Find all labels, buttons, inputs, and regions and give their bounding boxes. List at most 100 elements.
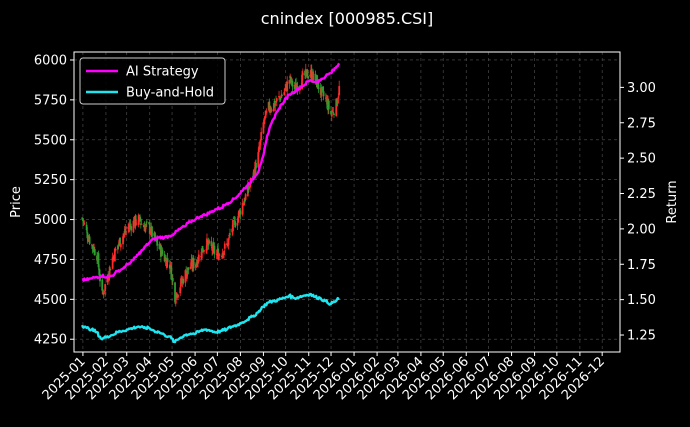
candle-body [179, 287, 182, 294]
candle-body [218, 254, 221, 256]
candle-body [86, 232, 89, 239]
candle-body [291, 80, 294, 87]
candle-body [258, 145, 261, 149]
candle-body [233, 219, 236, 221]
candle-body [108, 277, 110, 281]
candle-body [144, 225, 147, 232]
candle-body [208, 240, 211, 244]
candle-body [236, 222, 239, 226]
candle-body [197, 254, 200, 262]
y-left-tick-label: 4250 [34, 333, 67, 348]
candle-body [171, 277, 174, 282]
candle-body [274, 103, 277, 106]
candle-body [104, 284, 107, 292]
candle-body [262, 122, 265, 134]
candle-body [93, 249, 96, 256]
candle-body [243, 199, 246, 202]
candle-body [275, 100, 277, 103]
candle-body [278, 97, 281, 99]
candle-body [238, 210, 240, 218]
candle-body [284, 88, 286, 91]
candle-body [325, 98, 328, 101]
candle-body [154, 232, 156, 240]
candle-body [174, 300, 177, 304]
candle-body [288, 80, 291, 84]
y-left-tick-label: 5750 [34, 93, 67, 108]
candle-body [275, 98, 278, 102]
candle-body [163, 254, 166, 262]
candle-body [322, 91, 325, 97]
candle-body [244, 194, 247, 200]
candle-body [85, 224, 88, 231]
legend-label-ai-strategy: AI Strategy [126, 65, 199, 80]
candle-body [186, 267, 189, 274]
candle-body [306, 69, 309, 78]
candle-body [161, 250, 164, 255]
candle-body [187, 267, 190, 270]
candle-body [280, 95, 283, 99]
candle-body [338, 86, 341, 95]
candle-body [337, 96, 340, 99]
candle-body [332, 111, 335, 114]
candle-body [125, 230, 127, 232]
candle-body [281, 95, 283, 97]
candle-body [217, 253, 220, 260]
candle-body [140, 223, 143, 225]
candle-body [165, 259, 168, 268]
candle-body [201, 245, 204, 252]
candle-body [197, 261, 199, 264]
y-right-tick-label: 2.00 [627, 222, 656, 237]
candle-body [221, 252, 224, 258]
candle-body [119, 237, 121, 247]
candle-body [206, 238, 208, 251]
candle-body [186, 272, 188, 279]
candle-body [97, 253, 100, 268]
candle-body [103, 290, 106, 293]
candle-body [331, 110, 334, 113]
candle-body [122, 234, 125, 237]
candle-body [128, 227, 130, 229]
candle-body [330, 113, 333, 117]
candle-body [149, 233, 152, 235]
candle-body [129, 224, 132, 226]
candle-body [132, 220, 135, 233]
y-right-tick-label: 2.50 [627, 152, 656, 167]
candle-body [263, 121, 266, 123]
candle-body [229, 233, 231, 235]
candle-body [283, 92, 286, 95]
candle-body [102, 293, 105, 295]
candle-body [301, 72, 304, 76]
candle-body [210, 241, 213, 247]
candle-body [109, 268, 112, 271]
y-left-tick-label: 6000 [34, 53, 67, 68]
candle-body [90, 244, 93, 246]
y-axis-right: 1.25 1.50 1.75 2.00 2.25 2.50 2.75 3.00 [620, 81, 656, 344]
candle-body [182, 278, 185, 284]
candle-body [200, 248, 203, 259]
candle-body [106, 277, 109, 283]
candle-body [98, 268, 101, 276]
candle-body [108, 266, 111, 276]
candle-body [145, 223, 147, 226]
y-right-tick-label: 1.75 [627, 258, 656, 273]
series-lines [81, 62, 341, 344]
candle-body [335, 98, 338, 116]
candle-body [114, 248, 117, 251]
candle-body [111, 257, 114, 269]
candle-body [327, 100, 330, 110]
candle-body [122, 236, 124, 245]
candle-body [317, 81, 320, 90]
candle-body [257, 152, 260, 168]
y-axis-right-title: Return [665, 180, 680, 223]
candle-body [320, 87, 323, 97]
candle-body [128, 224, 131, 229]
candle-body [333, 113, 335, 115]
candle-body [234, 221, 237, 228]
candle-body [116, 245, 119, 250]
candle-body [139, 216, 142, 222]
candle-body [227, 238, 230, 246]
candle-body [192, 258, 195, 269]
candle-body [228, 234, 231, 237]
candle-body [113, 248, 116, 262]
